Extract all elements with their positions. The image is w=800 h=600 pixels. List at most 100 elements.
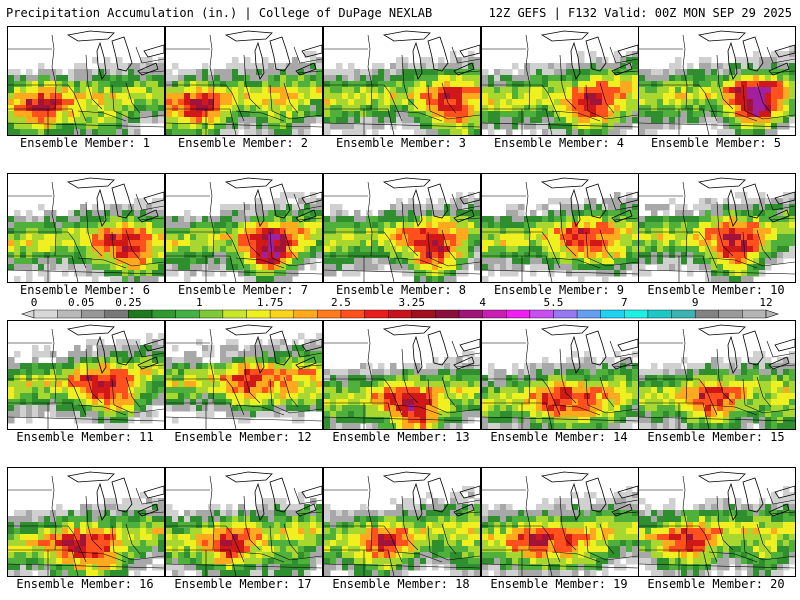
precip-cell [590,399,597,406]
precip-cell [330,228,337,235]
precip-cell [488,111,495,118]
precip-cell [584,252,591,259]
precip-cell [450,111,457,118]
precip-cell [651,228,658,235]
precip-cell [512,111,519,118]
precip-cell [330,387,337,394]
precip-cell [98,240,105,247]
precip-cell [122,345,129,352]
precip-cell [500,234,507,241]
precip-cell [651,252,658,259]
precip-cell [178,393,185,400]
precip-cell [753,381,760,388]
precip-cell [578,411,585,418]
precip-cell [44,234,51,241]
precip-cell [184,264,191,271]
precip-cell [20,216,27,223]
precip-cell [62,99,69,106]
great-lake-outline [254,335,265,374]
precip-cell [687,222,694,229]
precip-cell [366,264,373,271]
precip-cell [506,99,513,106]
precip-cell [741,363,748,370]
precip-cell [657,411,664,418]
precip-cell [554,252,561,259]
precip-cell [753,51,760,58]
colorbar-swatch [647,309,672,319]
precip-cell [134,117,141,124]
precip-cell [74,381,81,388]
precip-cell [560,123,567,130]
precip-cell [482,405,489,412]
state-boundary [166,269,322,275]
precip-cell [705,246,712,253]
precip-cell [699,234,706,241]
precip-cell [122,105,129,112]
precip-cell [184,123,191,130]
precip-cell [783,369,790,376]
precip-cell [262,240,269,247]
precip-cell [56,375,63,382]
precip-cell [669,93,676,100]
precip-cell [342,264,349,271]
precip-cell [584,63,591,70]
precip-cell [669,99,676,106]
precip-cell [50,387,57,394]
precip-cell [304,246,311,253]
precip-cell [512,93,519,100]
precip-cell [384,69,391,76]
precip-cell [158,228,164,235]
precip-cell [134,81,141,88]
precip-cell [250,258,257,265]
precip-cell [348,111,355,118]
precip-cell [462,393,469,400]
precip-cell [753,252,760,259]
precip-cell [456,363,463,370]
precip-cell [789,222,795,229]
precip-cell [104,105,111,112]
precip-cell [717,405,724,412]
precip-cell [596,264,603,271]
precip-cell [56,246,63,253]
precip-cell [693,417,700,424]
precip-cell [536,228,543,235]
precip-cell [298,411,305,418]
precip-cell [554,234,561,241]
precip-cell [152,270,159,277]
precip-cell [645,393,652,400]
precip-cell [80,87,87,94]
precip-cell [280,63,287,70]
precip-cell [158,345,164,352]
precip-cell [584,210,591,217]
precip-cell [444,63,451,70]
precip-cell [196,105,203,112]
precip-cell [122,246,129,253]
precip-cell [705,234,712,241]
precip-cell [202,93,209,100]
precip-cell [104,210,111,217]
precip-cell [482,117,489,124]
precip-cell [723,270,730,277]
precip-cell [420,87,427,94]
precip-cell [542,258,549,265]
precip-cell [86,363,93,370]
precip-cell [506,105,513,112]
precip-cell [438,246,445,253]
precip-cell [626,399,633,406]
precip-cell [372,228,379,235]
precip-cell [753,69,760,76]
precip-cell [408,210,415,217]
state-boundary [67,378,87,416]
precip-cell [408,75,415,82]
precip-cell [268,234,275,241]
state-boundary [698,231,718,269]
precip-cell [372,240,379,247]
precip-cell [310,81,317,88]
precip-cell [304,339,311,346]
precip-cell [202,246,209,253]
precip-cell [789,45,795,52]
precip-cell [232,339,239,346]
precip-cell [414,87,421,94]
precip-cell [693,369,700,376]
precip-cell [158,252,164,259]
